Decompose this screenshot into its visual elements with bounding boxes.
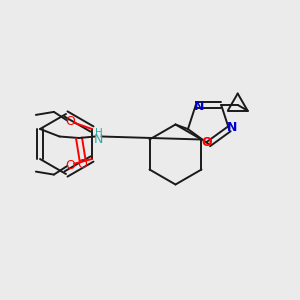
Text: N: N [94,133,103,146]
Text: H: H [94,128,102,139]
Text: O: O [78,158,88,171]
Text: O: O [202,136,212,149]
Text: O: O [65,158,75,172]
Text: N: N [194,100,204,113]
Text: O: O [65,115,75,128]
Text: N: N [227,121,237,134]
